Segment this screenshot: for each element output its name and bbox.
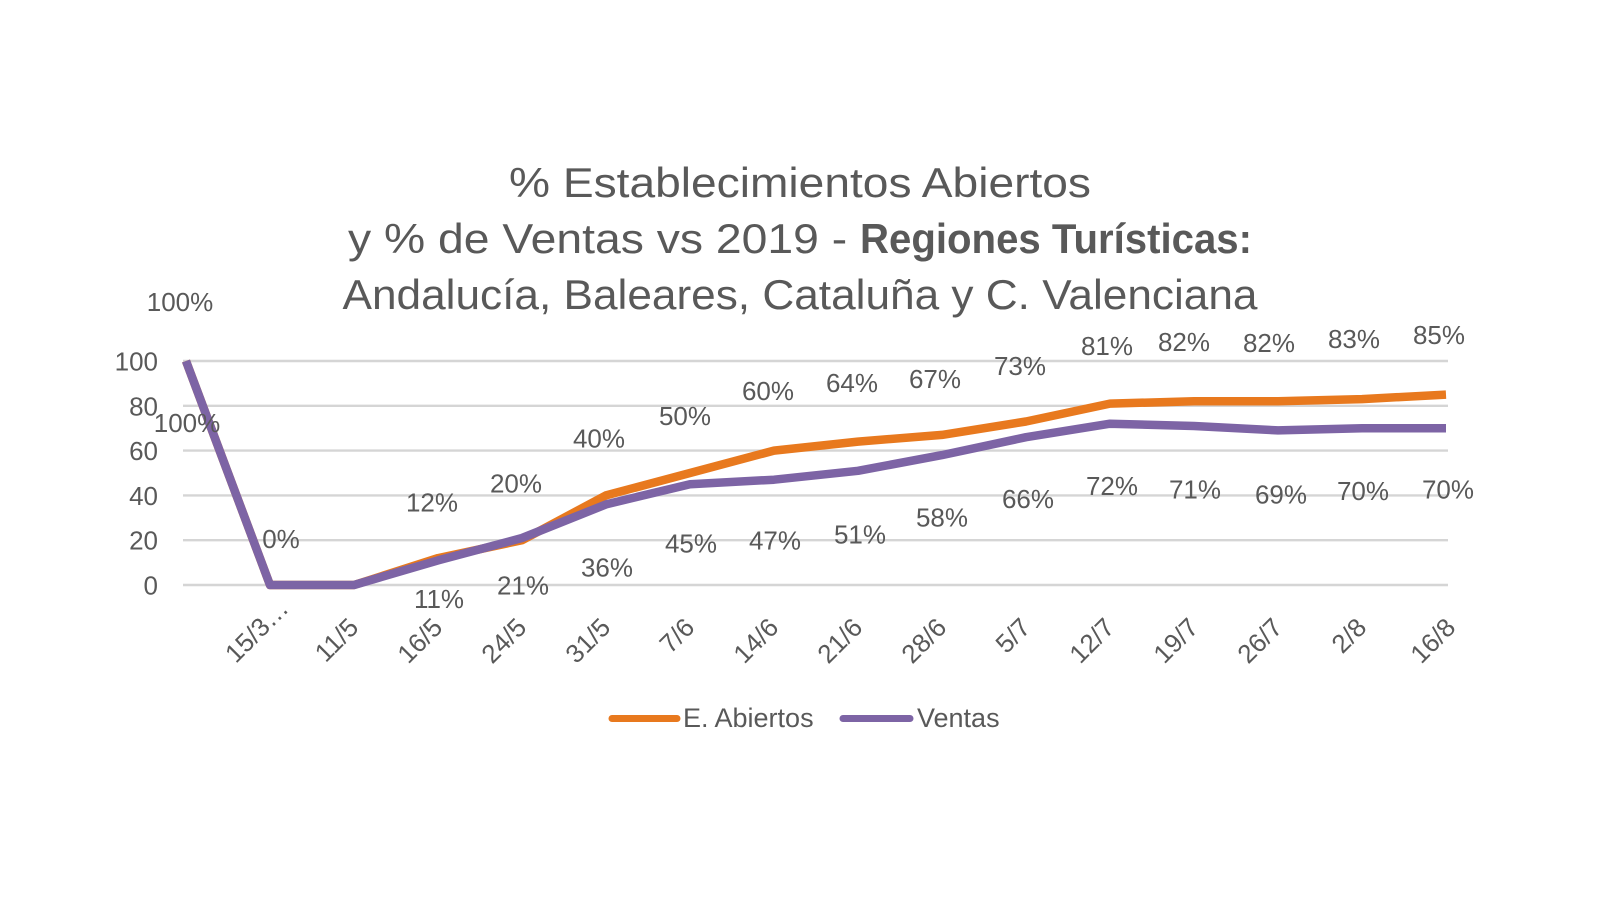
svg-text:80: 80 <box>129 391 158 421</box>
svg-text:11%: 11% <box>414 584 464 614</box>
svg-text:73%: 73% <box>994 351 1046 381</box>
svg-text:51%: 51% <box>834 520 886 550</box>
svg-text:66%: 66% <box>1002 484 1054 514</box>
svg-text:82%: 82% <box>1243 328 1295 358</box>
svg-text:0%: 0% <box>262 524 300 554</box>
svg-text:100%: 100% <box>147 287 214 317</box>
svg-text:36%: 36% <box>581 553 633 583</box>
svg-text:58%: 58% <box>916 503 968 533</box>
svg-text:71%: 71% <box>1169 475 1221 505</box>
svg-text:y % de Ventas vs 2019 - Region: y % de Ventas vs 2019 - Regiones Turísti… <box>348 215 1252 262</box>
svg-text:69%: 69% <box>1255 480 1307 510</box>
svg-text:20: 20 <box>129 526 158 556</box>
svg-text:% Establecimientos Abiertos: % Establecimientos Abiertos <box>509 159 1091 206</box>
svg-text:70%: 70% <box>1422 475 1474 505</box>
svg-text:Ventas: Ventas <box>917 703 1000 733</box>
svg-text:60%: 60% <box>742 376 794 406</box>
svg-text:100: 100 <box>115 347 158 377</box>
svg-text:40: 40 <box>129 481 158 511</box>
svg-text:64%: 64% <box>826 368 878 398</box>
svg-text:20%: 20% <box>490 469 542 499</box>
svg-text:85%: 85% <box>1413 320 1465 350</box>
svg-text:60: 60 <box>129 436 158 466</box>
svg-text:47%: 47% <box>749 526 801 556</box>
svg-text:21%: 21% <box>497 571 549 601</box>
svg-text:67%: 67% <box>909 364 961 394</box>
svg-text:72%: 72% <box>1086 471 1138 501</box>
svg-text:E. Abiertos: E. Abiertos <box>683 703 814 733</box>
svg-text:81%: 81% <box>1081 331 1133 361</box>
svg-text:100%: 100% <box>154 408 221 438</box>
svg-text:0: 0 <box>144 571 158 601</box>
svg-text:Andalucía, Baleares, Cataluña: Andalucía, Baleares, Cataluña y C. Valen… <box>343 271 1259 318</box>
svg-text:40%: 40% <box>573 424 625 454</box>
svg-text:12%: 12% <box>406 488 458 518</box>
svg-text:70%: 70% <box>1337 476 1389 506</box>
svg-text:50%: 50% <box>659 401 711 431</box>
svg-text:83%: 83% <box>1328 324 1380 354</box>
svg-text:82%: 82% <box>1158 327 1210 357</box>
svg-text:45%: 45% <box>665 529 717 559</box>
